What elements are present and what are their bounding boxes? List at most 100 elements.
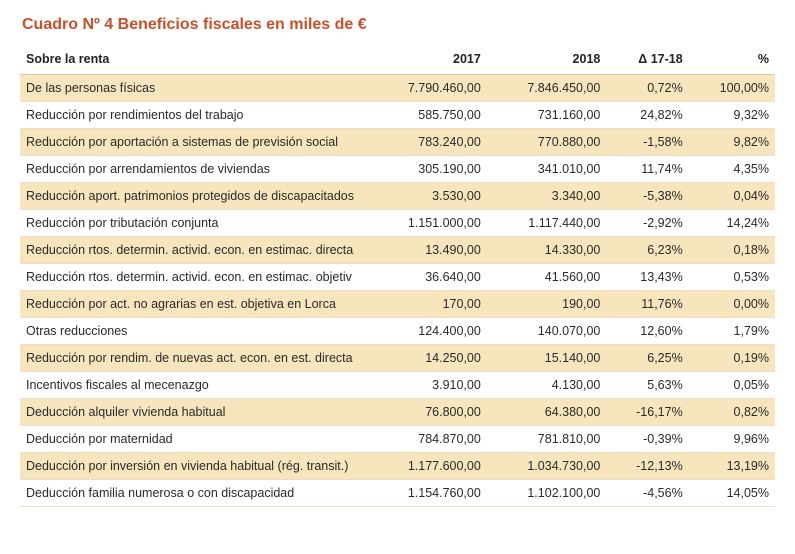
table-row: Reducción rtos. determin. activid. econ.… — [20, 264, 775, 291]
cell-pct: 0,04% — [689, 183, 775, 210]
table-header-row: Sobre la renta 2017 2018 Δ 17-18 % — [20, 44, 775, 75]
cell-label: Deducción por maternidad — [20, 426, 367, 453]
table-row: Deducción por maternidad784.870,00781.81… — [20, 426, 775, 453]
table-row: Reducción por rendim. de nuevas act. eco… — [20, 345, 775, 372]
cell-delta: -0,39% — [606, 426, 688, 453]
cell-label: Reducción por rendim. de nuevas act. eco… — [20, 345, 367, 372]
fiscal-benefits-table: Sobre la renta 2017 2018 Δ 17-18 % De la… — [20, 44, 775, 507]
cell-y2018: 7.846.450,00 — [487, 75, 607, 102]
cell-pct: 0,00% — [689, 291, 775, 318]
table-body: De las personas físicas7.790.460,007.846… — [20, 75, 775, 507]
cell-y2018: 140.070,00 — [487, 318, 607, 345]
cell-y2017: 585.750,00 — [367, 102, 487, 129]
cell-y2018: 1.034.730,00 — [487, 453, 607, 480]
cell-delta: 0,72% — [606, 75, 688, 102]
cell-pct: 4,35% — [689, 156, 775, 183]
cell-delta: -4,56% — [606, 480, 688, 507]
col-header-2017: 2017 — [367, 44, 487, 75]
cell-pct: 0,19% — [689, 345, 775, 372]
cell-y2018: 64.380,00 — [487, 399, 607, 426]
cell-delta: -12,13% — [606, 453, 688, 480]
cell-y2017: 783.240,00 — [367, 129, 487, 156]
cell-delta: -5,38% — [606, 183, 688, 210]
cell-label: Incentivos fiscales al mecenazgo — [20, 372, 367, 399]
cell-y2017: 13.490,00 — [367, 237, 487, 264]
cell-pct: 1,79% — [689, 318, 775, 345]
cell-y2018: 14.330,00 — [487, 237, 607, 264]
cell-y2018: 1.102.100,00 — [487, 480, 607, 507]
cell-y2017: 7.790.460,00 — [367, 75, 487, 102]
cell-label: Reducción rtos. determin. activid. econ.… — [20, 237, 367, 264]
cell-y2017: 76.800,00 — [367, 399, 487, 426]
table-row: Deducción familia numerosa o con discapa… — [20, 480, 775, 507]
cell-label: Otras reducciones — [20, 318, 367, 345]
cell-y2018: 190,00 — [487, 291, 607, 318]
cell-label: Deducción por inversión en vivienda habi… — [20, 453, 367, 480]
cell-label: Reducción por arrendamientos de vivienda… — [20, 156, 367, 183]
cell-y2017: 784.870,00 — [367, 426, 487, 453]
cell-pct: 0,53% — [689, 264, 775, 291]
cell-delta: -16,17% — [606, 399, 688, 426]
cell-y2017: 3.910,00 — [367, 372, 487, 399]
col-header-delta: Δ 17-18 — [606, 44, 688, 75]
cell-delta: -2,92% — [606, 210, 688, 237]
cell-y2017: 170,00 — [367, 291, 487, 318]
cell-label: Deducción alquiler vivienda habitual — [20, 399, 367, 426]
cell-y2017: 1.177.600,00 — [367, 453, 487, 480]
table-row: Reducción por act. no agrarias en est. o… — [20, 291, 775, 318]
cell-pct: 13,19% — [689, 453, 775, 480]
cell-label: Reducción rtos. determin. activid. econ.… — [20, 264, 367, 291]
table-row: Reducción aport. patrimonios protegidos … — [20, 183, 775, 210]
cell-label: De las personas físicas — [20, 75, 367, 102]
cell-pct: 14,05% — [689, 480, 775, 507]
cell-delta: 6,23% — [606, 237, 688, 264]
cell-y2018: 1.117.440,00 — [487, 210, 607, 237]
table-row: Deducción por inversión en vivienda habi… — [20, 453, 775, 480]
table-title: Cuadro Nº 4 Beneficios fiscales en miles… — [22, 16, 775, 34]
cell-y2017: 36.640,00 — [367, 264, 487, 291]
cell-delta: 13,43% — [606, 264, 688, 291]
cell-label: Reducción por aportación a sistemas de p… — [20, 129, 367, 156]
cell-pct: 100,00% — [689, 75, 775, 102]
col-header-pct: % — [689, 44, 775, 75]
cell-y2017: 305.190,00 — [367, 156, 487, 183]
table-row: Incentivos fiscales al mecenazgo3.910,00… — [20, 372, 775, 399]
table-row: Reducción por tributación conjunta1.151.… — [20, 210, 775, 237]
cell-y2018: 770.880,00 — [487, 129, 607, 156]
cell-pct: 0,18% — [689, 237, 775, 264]
cell-y2018: 341.010,00 — [487, 156, 607, 183]
cell-y2018: 15.140,00 — [487, 345, 607, 372]
cell-y2017: 3.530,00 — [367, 183, 487, 210]
cell-delta: 11,76% — [606, 291, 688, 318]
cell-label: Reducción por act. no agrarias en est. o… — [20, 291, 367, 318]
cell-delta: 5,63% — [606, 372, 688, 399]
cell-pct: 9,32% — [689, 102, 775, 129]
table-row: Reducción rtos. determin. activid. econ.… — [20, 237, 775, 264]
table-row: Reducción por aportación a sistemas de p… — [20, 129, 775, 156]
cell-delta: 12,60% — [606, 318, 688, 345]
col-header-2018: 2018 — [487, 44, 607, 75]
cell-delta: 11,74% — [606, 156, 688, 183]
cell-label: Reducción por rendimientos del trabajo — [20, 102, 367, 129]
cell-y2018: 731.160,00 — [487, 102, 607, 129]
cell-y2017: 1.151.000,00 — [367, 210, 487, 237]
table-row: De las personas físicas7.790.460,007.846… — [20, 75, 775, 102]
cell-pct: 14,24% — [689, 210, 775, 237]
cell-delta: 6,25% — [606, 345, 688, 372]
cell-label: Reducción por tributación conjunta — [20, 210, 367, 237]
table-row: Reducción por arrendamientos de vivienda… — [20, 156, 775, 183]
cell-y2017: 14.250,00 — [367, 345, 487, 372]
cell-y2017: 124.400,00 — [367, 318, 487, 345]
col-header-label: Sobre la renta — [20, 44, 367, 75]
cell-y2018: 781.810,00 — [487, 426, 607, 453]
cell-y2018: 41.560,00 — [487, 264, 607, 291]
cell-y2018: 4.130,00 — [487, 372, 607, 399]
cell-delta: 24,82% — [606, 102, 688, 129]
table-row: Otras reducciones124.400,00140.070,0012,… — [20, 318, 775, 345]
cell-label: Deducción familia numerosa o con discapa… — [20, 480, 367, 507]
cell-pct: 0,82% — [689, 399, 775, 426]
cell-pct: 9,82% — [689, 129, 775, 156]
table-row: Deducción alquiler vivienda habitual76.8… — [20, 399, 775, 426]
cell-y2018: 3.340,00 — [487, 183, 607, 210]
table-row: Reducción por rendimientos del trabajo58… — [20, 102, 775, 129]
